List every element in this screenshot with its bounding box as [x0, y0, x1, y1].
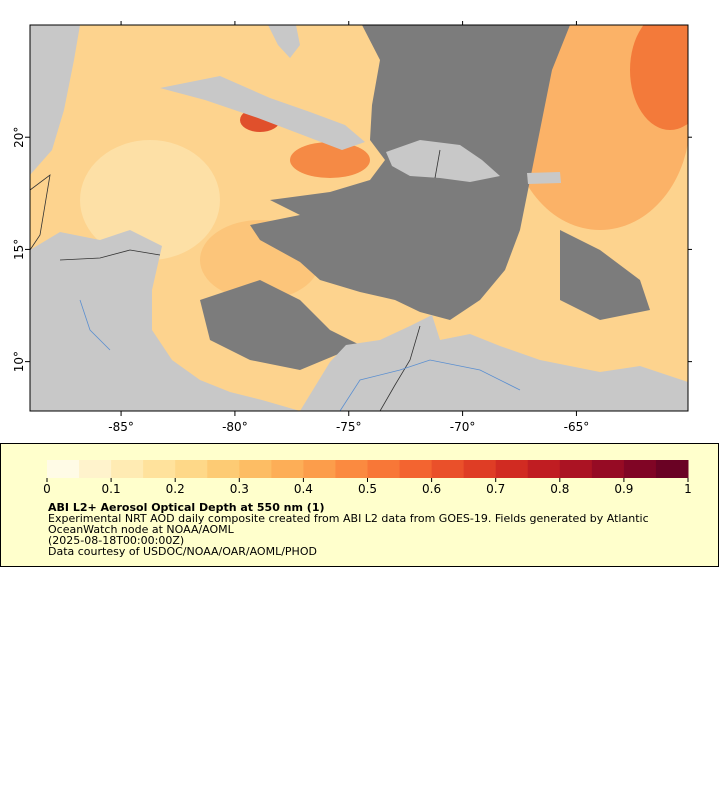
- y-tick-label: 15°: [12, 239, 26, 260]
- colorbar-tick-label: 0.3: [230, 482, 249, 496]
- colorbar-swatch: [47, 460, 80, 478]
- colorbar-swatch: [143, 460, 176, 478]
- y-tick-label: 10°: [12, 351, 26, 372]
- colorbar-tick-label: 0.1: [102, 482, 121, 496]
- colorbar-tick-label: 0.9: [614, 482, 633, 496]
- x-tick-label: -75°: [336, 420, 362, 434]
- colorbar-tick-label: 0.6: [422, 482, 441, 496]
- colorbar-tick-label: 0.4: [294, 482, 313, 496]
- legend-line: Data courtesy of USDOC/NOAA/OAR/AOML/PHO…: [48, 545, 317, 558]
- map-image: [30, 25, 688, 411]
- colorbar-swatch: [591, 460, 625, 478]
- colorbar-swatch: [303, 460, 336, 478]
- colorbar-swatch: [271, 460, 304, 478]
- legend-line: Experimental NRT AOD daily composite cre…: [48, 512, 649, 525]
- colorbar-swatch: [431, 460, 465, 478]
- colorbar-tick-label: 0.5: [358, 482, 377, 496]
- map-frame: [29, 24, 689, 412]
- x-tick-label: -80°: [222, 420, 248, 434]
- colorbar-swatch: [367, 460, 401, 478]
- colorbar-swatch: [239, 460, 272, 478]
- y-tick-label: 20°: [12, 127, 26, 148]
- legend-title: ABI L2+ Aerosol Optical Depth at 550 nm …: [48, 501, 325, 514]
- colorbar-swatch: [111, 460, 144, 478]
- colorbar-swatch: [335, 460, 368, 478]
- colorbar-swatch: [559, 460, 593, 478]
- colorbar-swatch: [655, 460, 689, 478]
- colorbar-swatch: [623, 460, 657, 478]
- colorbar-tick-label: 0.8: [550, 482, 569, 496]
- colorbar-swatch: [399, 460, 433, 478]
- colorbar-swatch: [463, 460, 497, 478]
- legend-line: OceanWatch node at NOAA/AOML: [48, 523, 235, 536]
- colorbar-tick-label: 0: [43, 482, 51, 496]
- colorbar-tick-label: 0.2: [166, 482, 185, 496]
- colorbar-swatch: [79, 460, 112, 478]
- x-tick-label: -85°: [108, 420, 134, 434]
- colorbar-tick-label: 1: [684, 482, 692, 496]
- legend-line: (2025-08-18T00:00:00Z): [48, 534, 184, 547]
- x-tick-label: -70°: [450, 420, 476, 434]
- colorbar-tick-label: 0.7: [486, 482, 505, 496]
- colorbar-swatch: [207, 460, 240, 478]
- x-tick-label: -65°: [564, 420, 590, 434]
- colorbar-swatch: [495, 460, 529, 478]
- colorbar-swatch: [527, 460, 561, 478]
- colorbar-swatch: [175, 460, 208, 478]
